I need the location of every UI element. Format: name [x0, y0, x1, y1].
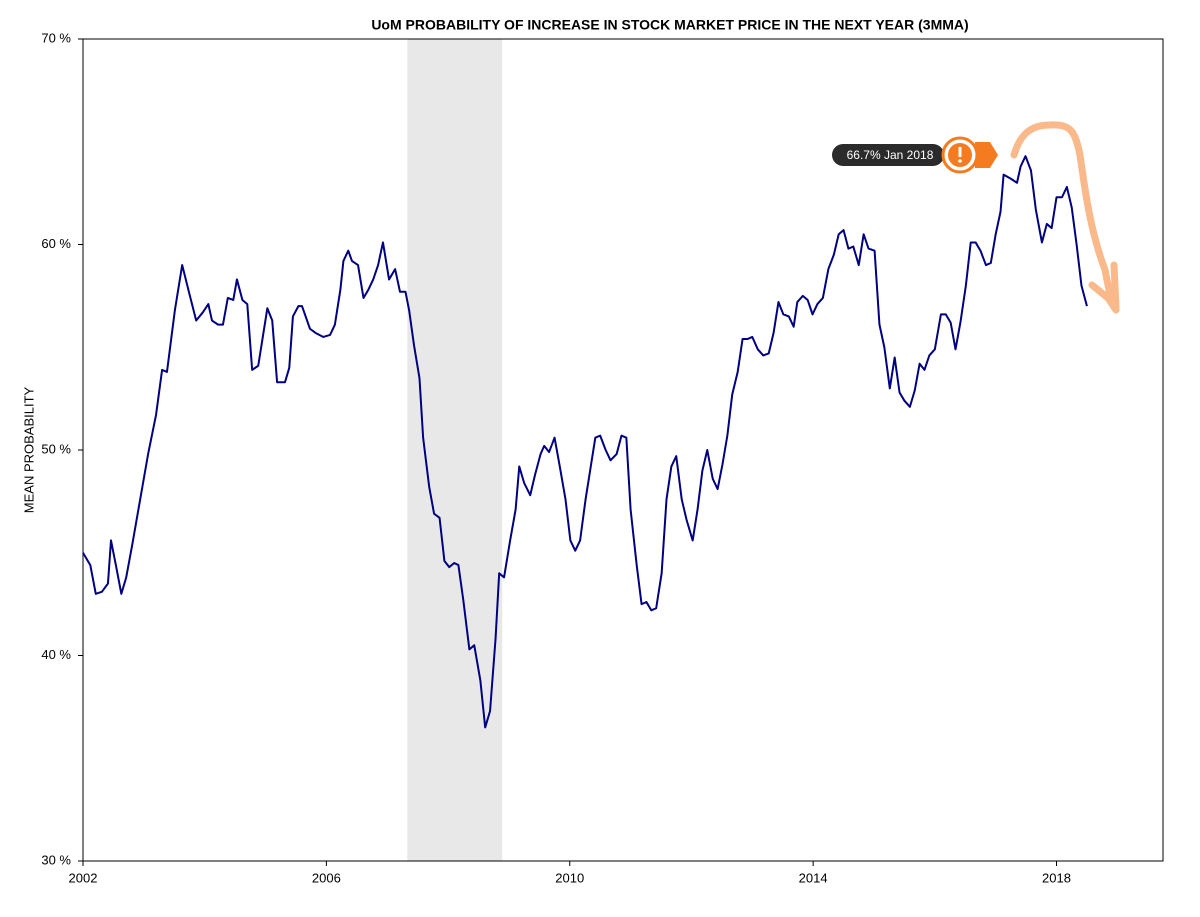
x-tick-label: 2002: [69, 870, 98, 885]
annotation-pointer: [975, 142, 998, 168]
y-axis-label: MEAN PROBABILITY: [21, 386, 36, 513]
alert-mark: [958, 147, 962, 157]
chart-title: UoM PROBABILITY OF INCREASE IN STOCK MAR…: [371, 17, 968, 33]
plot-area: 30 % 40 % 50 % 60 % 70 % 2002 2006 2010 2014 2018: [41, 30, 1164, 885]
y-tick-label: 60 %: [41, 236, 71, 251]
alert-dot: [958, 159, 962, 163]
plot-frame: [82, 38, 1164, 862]
x-tick-label: 2006: [312, 870, 341, 885]
recession-shade: [407, 39, 503, 861]
x-tick-label: 2018: [1042, 870, 1071, 885]
x-tick-label: 2010: [555, 870, 584, 885]
y-tick-label: 30 %: [41, 852, 71, 867]
annotation-pill: [832, 144, 944, 166]
y-tick-label: 50 %: [41, 441, 71, 456]
annotation-text: 66.7% Jan 2018: [847, 148, 934, 162]
x-tick-label: 2014: [799, 870, 828, 885]
data-line: [82, 155, 1088, 729]
hand-drawn-arrow: [1010, 121, 1120, 314]
annotation: 66.7% Jan 2018: [832, 136, 998, 174]
y-tick-label: 40 %: [41, 647, 71, 662]
y-tick-label: 70 %: [41, 30, 71, 45]
